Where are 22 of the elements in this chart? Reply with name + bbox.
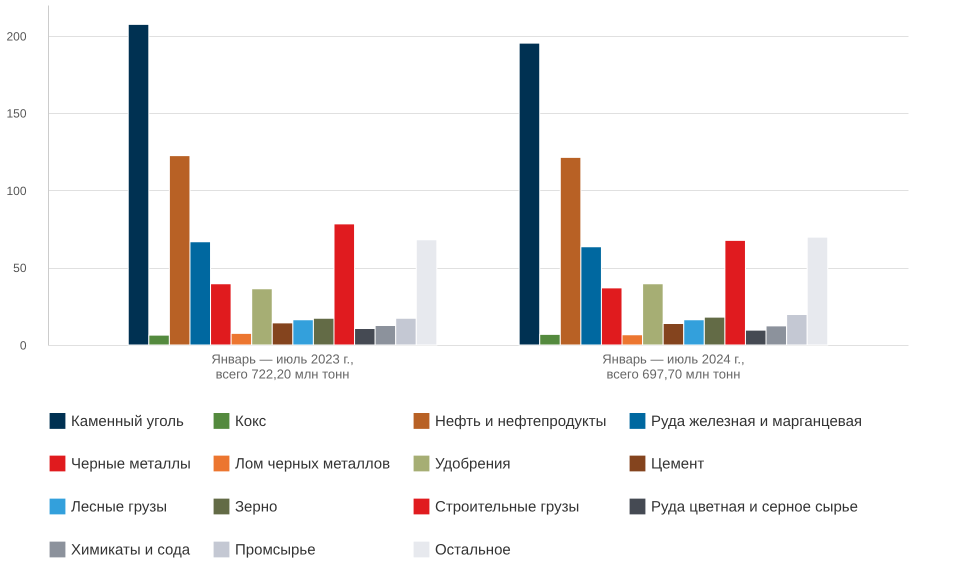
y-tick-label: 150 — [6, 106, 27, 121]
legend-label: Руда цветная и серное сырье — [651, 498, 858, 516]
legend-label: Химикаты и сода — [71, 542, 191, 558]
legend-label: Цемент — [651, 456, 704, 472]
legend-label: Черные металлы — [71, 456, 191, 472]
legend-label: Строительные грузы — [435, 498, 580, 516]
legend-label: Удобрения — [435, 456, 511, 472]
legend-label: Лом черных металлов — [235, 456, 390, 472]
legend-label: Остальное — [435, 542, 511, 558]
y-tick-label: 200 — [6, 29, 27, 44]
x-tick-label: Январь — июль 2024 г., всего 697,70 млн тонн — [602, 352, 745, 382]
y-tick-label: 50 — [13, 261, 27, 276]
legend-label: Руда железная и марганцевая — [651, 412, 862, 430]
legend-label: Зерно — [235, 498, 278, 516]
y-tick-label: 100 — [6, 184, 27, 198]
legend-label: Промсырье — [235, 542, 316, 558]
legend-label: Кокс — [235, 412, 267, 430]
y-tick-label: 0 — [20, 338, 27, 352]
legend-label: Каменный уголь — [71, 412, 184, 430]
legend-label: Лесные грузы — [71, 498, 168, 516]
legend-label: Нефть и нефтепродукты — [435, 412, 606, 430]
x-tick-label: Январь — июль 2023 г., всего 722,20 млн тонн — [211, 352, 354, 382]
